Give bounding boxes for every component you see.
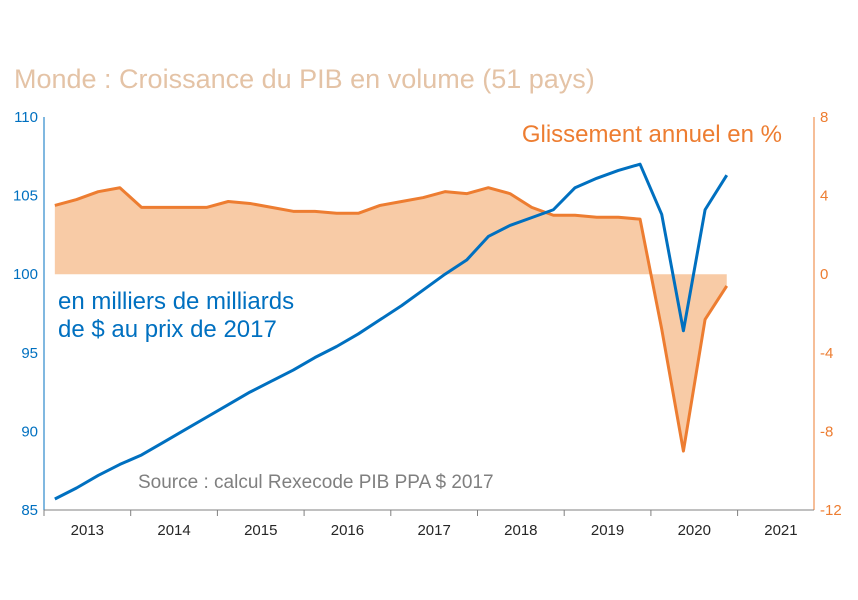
x-tick-label: 2020 [678, 522, 711, 539]
left-tick-label: 105 [13, 188, 38, 205]
x-tick-label: 2013 [71, 522, 104, 539]
chart-title: Monde : Croissance du PIB en volume (51 … [14, 64, 595, 94]
growth-area [54, 187, 727, 452]
axes-layer [43, 117, 815, 516]
right-tick-label: 4 [820, 188, 828, 205]
left-tick-label: 85 [21, 502, 38, 519]
left-tick-label: 95 [21, 345, 38, 362]
growth-area-layer [54, 187, 727, 452]
x-tick-label: 2014 [157, 522, 190, 539]
gdp-level-line [54, 162, 729, 501]
x-tick-label: 2018 [504, 522, 537, 539]
x-tick-label: 2017 [417, 522, 450, 539]
left-tick-label: 90 [21, 423, 38, 440]
right-axis-series-label: Glissement annuel en % [522, 121, 782, 148]
right-tick-label: -4 [820, 345, 833, 362]
right-tick-label: 8 [820, 109, 828, 126]
right-tick-label: -8 [820, 423, 833, 440]
source-note: Source : calcul Rexecode PIB PPA $ 2017 [138, 472, 494, 493]
x-tick-label: 2015 [244, 522, 277, 539]
left-axis-series-label-line2: de $ au prix de 2017 [58, 316, 277, 343]
x-tick-label: 2021 [764, 522, 797, 539]
growth-line [54, 186, 729, 453]
left-axis-series-label-line1: en milliers de milliards [58, 288, 294, 315]
series-lines-layer [54, 162, 729, 501]
left-tick-label: 110 [14, 109, 38, 126]
right-tick-label: 0 [820, 266, 828, 283]
left-tick-label: 100 [13, 266, 38, 283]
x-tick-label: 2016 [331, 522, 364, 539]
x-tick-label: 2019 [591, 522, 624, 539]
right-tick-label: -12 [820, 502, 842, 519]
ticks-layer: 110 105 100 95 90 85 8 4 0 -4 -8 -12 2013 2014 2015 201… [13, 109, 842, 539]
